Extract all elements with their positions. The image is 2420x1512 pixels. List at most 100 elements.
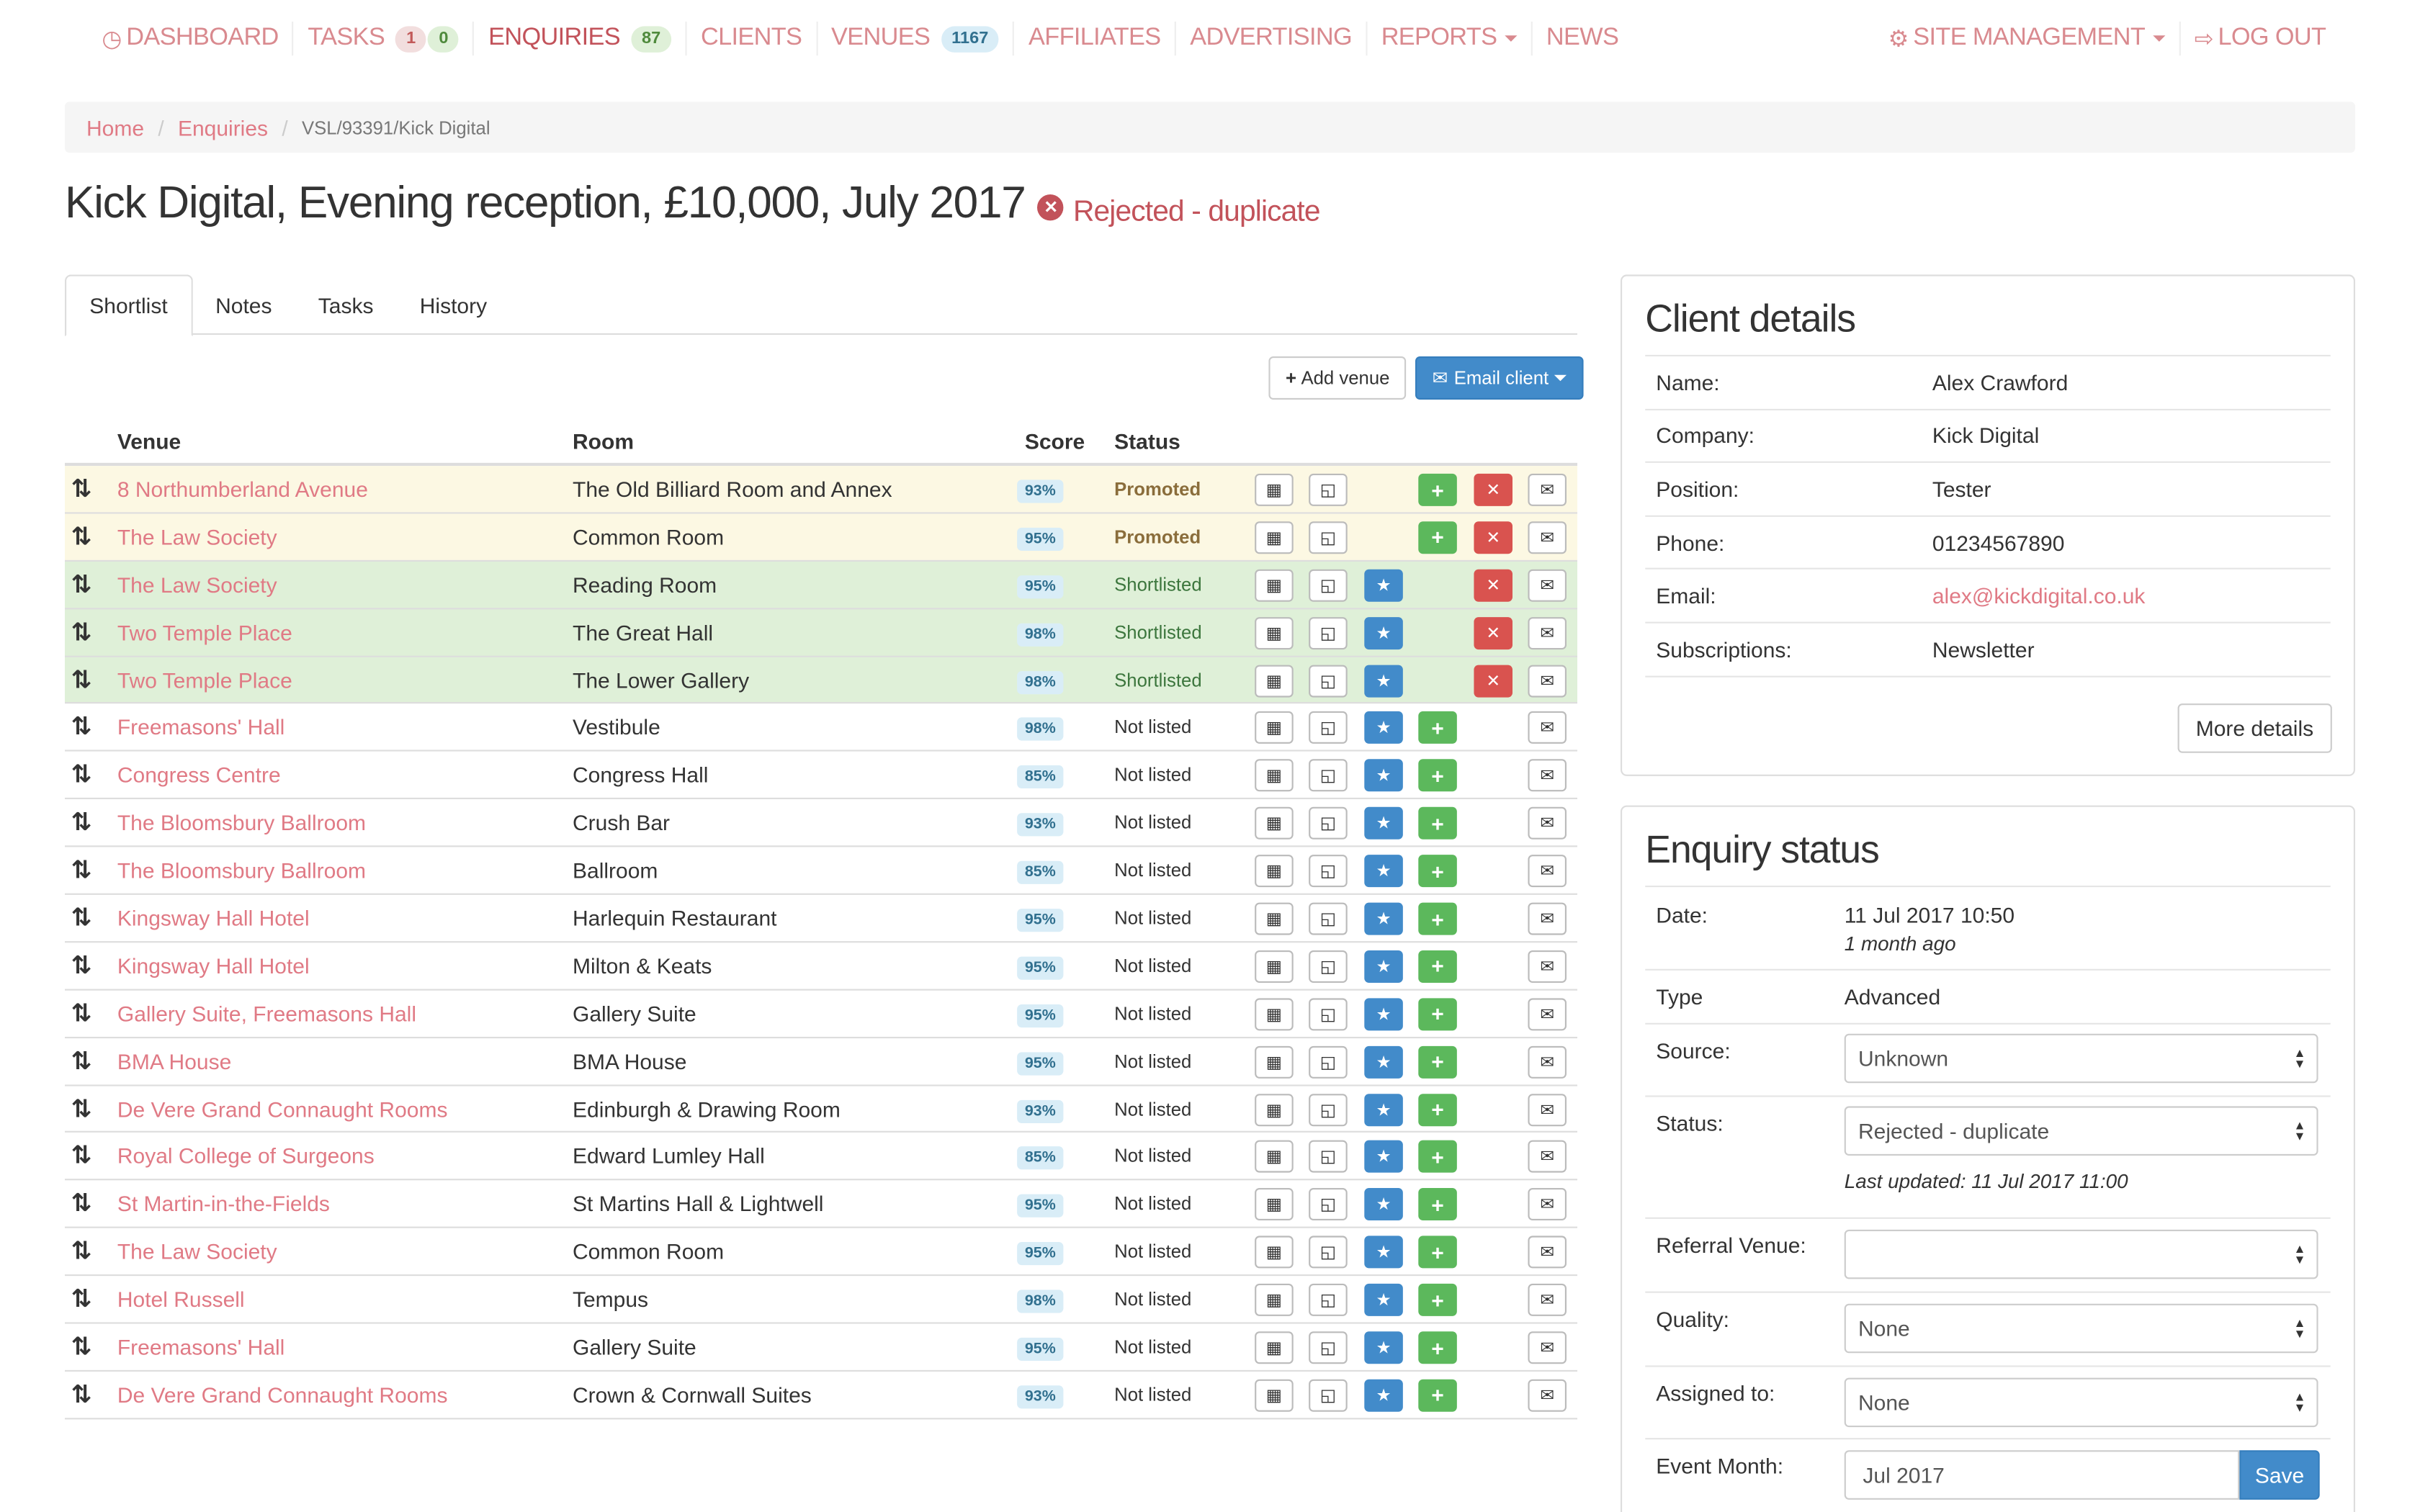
calendar-icon[interactable]: ▦ — [1255, 760, 1294, 793]
sort-arrows-icon[interactable]: ⇅ — [71, 572, 92, 598]
document-icon[interactable]: ◱ — [1309, 473, 1348, 506]
calendar-icon[interactable]: ▦ — [1255, 902, 1294, 935]
document-icon[interactable]: ◱ — [1309, 1045, 1348, 1079]
plus-icon[interactable]: + — [1418, 902, 1457, 935]
star-icon[interactable]: ★ — [1364, 664, 1403, 697]
envelope-icon[interactable]: ✉ — [1528, 997, 1567, 1030]
envelope-icon[interactable]: ✉ — [1528, 855, 1567, 888]
venue-link[interactable]: St Martin-in-the-Fields — [117, 1191, 330, 1217]
plus-icon[interactable]: + — [1418, 1284, 1457, 1317]
envelope-icon[interactable]: ✉ — [1528, 521, 1567, 554]
star-icon[interactable]: ★ — [1364, 1331, 1403, 1364]
document-icon[interactable]: ◱ — [1309, 569, 1348, 602]
remove-x-icon[interactable]: ✕ — [1474, 664, 1512, 697]
star-icon[interactable]: ★ — [1364, 711, 1403, 744]
plus-icon[interactable]: + — [1418, 1140, 1457, 1174]
star-icon[interactable]: ★ — [1364, 950, 1403, 983]
envelope-icon[interactable]: ✉ — [1528, 664, 1567, 697]
star-icon[interactable]: ★ — [1364, 1236, 1403, 1269]
breadcrumb-enquiries[interactable]: Enquiries — [177, 114, 269, 140]
star-icon[interactable]: ★ — [1364, 1188, 1403, 1221]
nav-affiliates[interactable]: Affiliates — [1013, 22, 1175, 56]
sort-arrows-icon[interactable]: ⇅ — [71, 858, 92, 884]
document-icon[interactable]: ◱ — [1309, 855, 1348, 888]
sort-arrows-icon[interactable]: ⇅ — [71, 477, 92, 503]
plus-icon[interactable]: + — [1418, 1236, 1457, 1269]
star-icon[interactable]: ★ — [1364, 902, 1403, 935]
document-icon[interactable]: ◱ — [1309, 760, 1348, 793]
star-icon[interactable]: ★ — [1364, 1379, 1403, 1412]
document-icon[interactable]: ◱ — [1309, 1284, 1348, 1317]
plus-icon[interactable]: + — [1418, 1331, 1457, 1364]
envelope-icon[interactable]: ✉ — [1528, 616, 1567, 649]
envelope-icon[interactable]: ✉ — [1528, 1331, 1567, 1364]
nav-advertising[interactable]: Advertising — [1174, 22, 1366, 56]
tab-notes[interactable]: Notes — [215, 292, 272, 318]
plus-icon[interactable]: + — [1418, 473, 1457, 506]
remove-x-icon[interactable]: ✕ — [1474, 569, 1512, 602]
venue-link[interactable]: Royal College of Surgeons — [117, 1143, 375, 1169]
sort-arrows-icon[interactable]: ⇅ — [71, 1239, 92, 1266]
nav-dashboard[interactable]: ◷ Dashboard — [102, 22, 292, 55]
document-icon[interactable]: ◱ — [1309, 997, 1348, 1030]
document-icon[interactable]: ◱ — [1309, 807, 1348, 840]
document-icon[interactable]: ◱ — [1309, 902, 1348, 935]
calendar-icon[interactable]: ▦ — [1255, 569, 1294, 602]
envelope-icon[interactable]: ✉ — [1528, 1236, 1567, 1269]
remove-x-icon[interactable]: ✕ — [1474, 473, 1512, 506]
calendar-icon[interactable]: ▦ — [1255, 521, 1294, 554]
plus-icon[interactable]: + — [1418, 807, 1457, 840]
document-icon[interactable]: ◱ — [1309, 1331, 1348, 1364]
add-venue-button[interactable]: + Add venue — [1268, 356, 1407, 400]
star-icon[interactable]: ★ — [1364, 997, 1403, 1030]
star-icon[interactable]: ★ — [1364, 807, 1403, 840]
tab-tasks[interactable]: Tasks — [318, 292, 374, 318]
remove-x-icon[interactable]: ✕ — [1474, 521, 1512, 554]
star-icon[interactable]: ★ — [1364, 1093, 1403, 1126]
plus-icon[interactable]: + — [1418, 950, 1457, 983]
referral-venue-select[interactable]: ▲ ▼ — [1844, 1229, 2318, 1279]
sort-arrows-icon[interactable]: ⇅ — [71, 667, 92, 694]
venue-link[interactable]: De Vere Grand Connaught Rooms — [117, 1096, 448, 1121]
venue-link[interactable]: Congress Centre — [117, 762, 281, 788]
plus-icon[interactable]: + — [1418, 997, 1457, 1030]
tab-shortlist[interactable]: Shortlist — [65, 274, 192, 337]
more-details-button[interactable]: More details — [2177, 703, 2332, 753]
plus-icon[interactable]: + — [1418, 521, 1457, 554]
document-icon[interactable]: ◱ — [1309, 1140, 1348, 1174]
envelope-icon[interactable]: ✉ — [1528, 1284, 1567, 1317]
tab-history[interactable]: History — [419, 292, 488, 318]
star-icon[interactable]: ★ — [1364, 855, 1403, 888]
venue-link[interactable]: Two Temple Place — [117, 667, 292, 693]
plus-icon[interactable]: + — [1418, 1379, 1457, 1412]
venue-link[interactable]: De Vere Grand Connaught Rooms — [117, 1382, 448, 1407]
sort-arrows-icon[interactable]: ⇅ — [71, 619, 92, 647]
sort-arrows-icon[interactable]: ⇅ — [71, 1048, 92, 1075]
remove-x-icon[interactable]: ✕ — [1474, 616, 1512, 649]
calendar-icon[interactable]: ▦ — [1255, 473, 1294, 506]
document-icon[interactable]: ◱ — [1309, 950, 1348, 983]
document-icon[interactable]: ◱ — [1309, 1188, 1348, 1221]
envelope-icon[interactable]: ✉ — [1528, 1379, 1567, 1412]
calendar-icon[interactable]: ▦ — [1255, 1236, 1294, 1269]
star-icon[interactable]: ★ — [1364, 1284, 1403, 1317]
document-icon[interactable]: ◱ — [1309, 616, 1348, 649]
venue-link[interactable]: 8 Northumberland Avenue — [117, 477, 368, 502]
star-icon[interactable]: ★ — [1364, 760, 1403, 793]
sort-arrows-icon[interactable]: ⇅ — [71, 762, 92, 789]
calendar-icon[interactable]: ▦ — [1255, 807, 1294, 840]
star-icon[interactable]: ★ — [1364, 616, 1403, 649]
plus-icon[interactable]: + — [1418, 1093, 1457, 1126]
plus-icon[interactable]: + — [1418, 711, 1457, 744]
breadcrumb-home[interactable]: Home — [86, 114, 145, 140]
calendar-icon[interactable]: ▦ — [1255, 997, 1294, 1030]
envelope-icon[interactable]: ✉ — [1528, 569, 1567, 602]
venue-link[interactable]: The Bloomsbury Ballroom — [117, 858, 366, 883]
calendar-icon[interactable]: ▦ — [1255, 1284, 1294, 1317]
email-client-button[interactable]: ✉ Email client — [1415, 356, 1585, 400]
envelope-icon[interactable]: ✉ — [1528, 760, 1567, 793]
document-icon[interactable]: ◱ — [1309, 664, 1348, 697]
star-icon[interactable]: ★ — [1364, 1140, 1403, 1174]
star-icon[interactable]: ★ — [1364, 569, 1403, 602]
envelope-icon[interactable]: ✉ — [1528, 1093, 1567, 1126]
